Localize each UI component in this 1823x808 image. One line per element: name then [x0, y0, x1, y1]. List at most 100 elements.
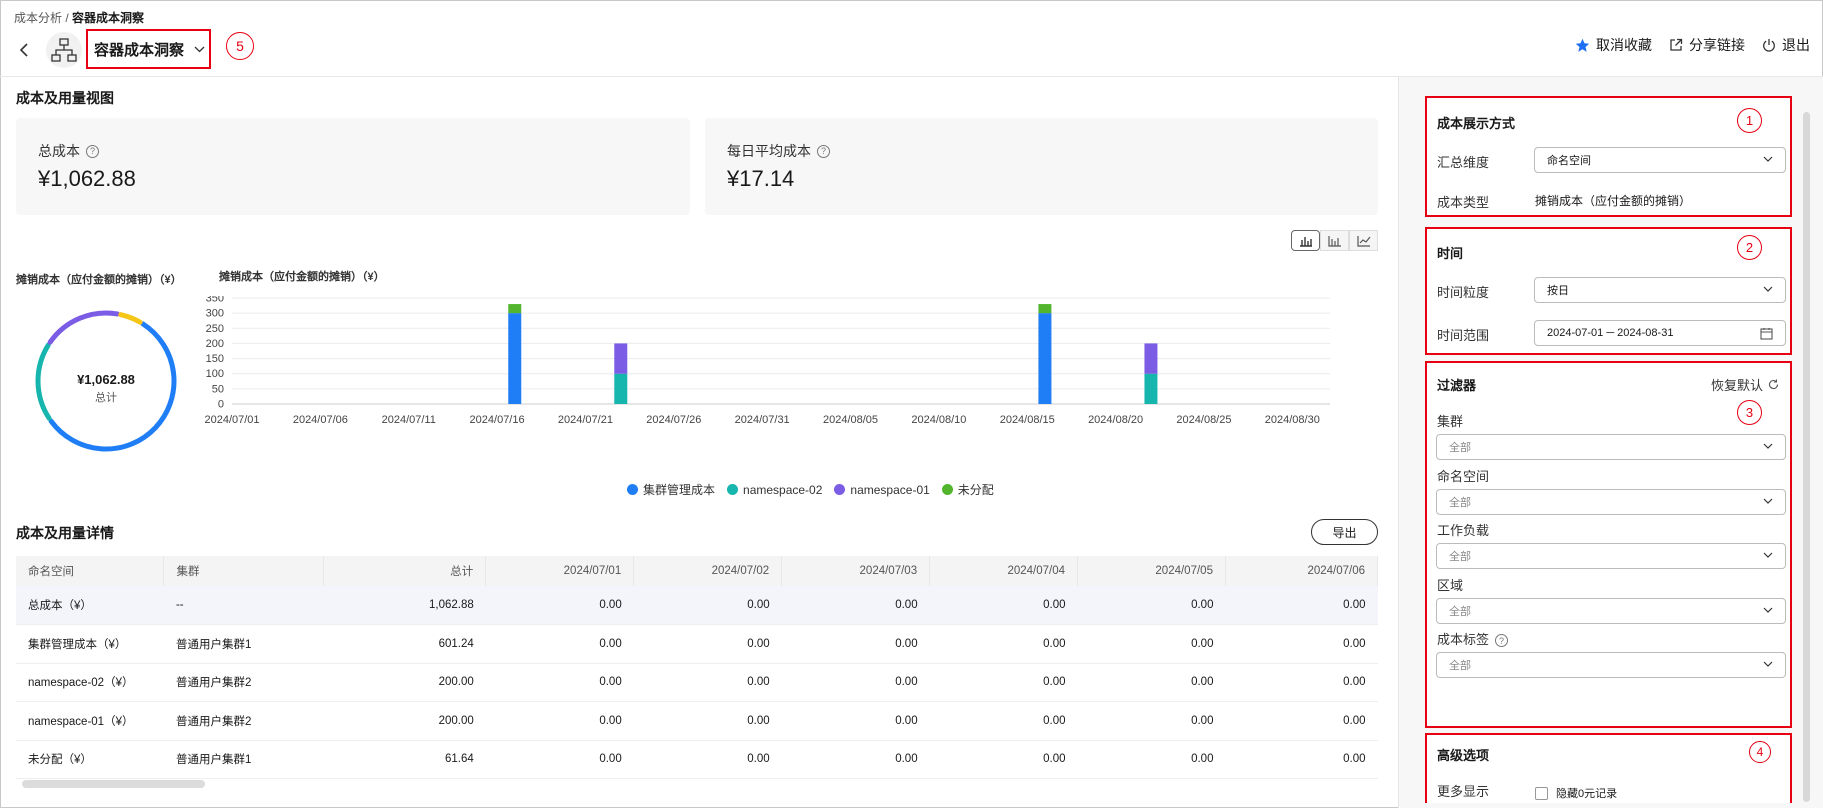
- donut-slice[interactable]: [118, 312, 143, 325]
- share-icon: [1670, 38, 1683, 51]
- chevron-down-icon: [194, 46, 205, 52]
- advanced-options-title: 高级选项: [1437, 748, 1490, 763]
- bar-segment[interactable]: [508, 304, 522, 314]
- filter-select[interactable]: 全部: [1436, 488, 1786, 515]
- legend-item-namespace-02[interactable]: namespace-02: [727, 481, 822, 498]
- annotation-badge-4: 4: [1749, 741, 1771, 763]
- x-tick-label: 2024/08/15: [1000, 414, 1055, 426]
- stacked-bar-chart-toggle[interactable]: [1291, 230, 1320, 251]
- legend-item-unallocated[interactable]: 未分配: [941, 481, 994, 498]
- filter-panel: 过滤器 恢复默认 3 集群 全部 命名空间 全部 工作负载 全部 区域 全部 成本标签? 全部: [1425, 361, 1792, 728]
- pane-divider: [1398, 77, 1399, 808]
- annotation-badge-2: 2: [1737, 235, 1762, 260]
- table-row[interactable]: namespace-01（¥） 普通用户集群2 200.00 0.00 0.00 0.00…: [16, 701, 1378, 741]
- header-divider: [0, 76, 1823, 77]
- chevron-down-icon: [1763, 156, 1773, 162]
- column-header: 2024/07/04: [929, 556, 1079, 586]
- breadcrumb: 成本分析 / 容器成本洞察: [14, 11, 145, 25]
- x-tick-label: 2024/08/30: [1265, 414, 1320, 426]
- reset-default-button[interactable]: 恢复默认: [1711, 375, 1779, 394]
- filter-select[interactable]: 全部: [1436, 652, 1786, 678]
- legend-item-namespace-01[interactable]: namespace-01: [834, 481, 930, 498]
- line-chart-toggle[interactable]: [1349, 230, 1378, 251]
- share-link-button[interactable]: 分享链接: [1669, 35, 1745, 55]
- table-row[interactable]: 集群管理成本（¥） 普通用户集群1 601.24 0.00 0.00 0.00 0.00 0.…: [16, 624, 1378, 664]
- help-icon[interactable]: ?: [817, 144, 830, 158]
- help-icon[interactable]: ?: [86, 144, 99, 158]
- column-header: 集群: [163, 556, 325, 586]
- bar-chart-title: 摊销成本（应付金额的摊销）（¥）: [219, 271, 385, 283]
- x-tick-label: 2024/07/21: [558, 414, 613, 426]
- settings-scrollbar[interactable]: [1803, 112, 1810, 802]
- y-tick-label: 350: [206, 296, 224, 305]
- bar-segment[interactable]: [614, 343, 628, 374]
- table-cell: 601.24: [323, 624, 486, 664]
- bar-segment[interactable]: [1038, 313, 1052, 404]
- donut-slice[interactable]: [35, 342, 52, 421]
- bar-segment[interactable]: [614, 373, 628, 404]
- time-range-picker[interactable]: 2024-07-01 ─ 2024-08-31: [1534, 320, 1786, 346]
- y-tick-label: 200: [206, 338, 224, 350]
- annotation-badge-1: 1: [1737, 108, 1762, 133]
- back-arrow-icon[interactable]: [18, 42, 30, 58]
- table-header-row: 命名空间 集群 总计 2024/07/01 2024/07/02 2024/07/03 20…: [16, 556, 1379, 586]
- x-tick-label: 2024/07/26: [646, 414, 701, 426]
- table-cell: 0.00: [1225, 624, 1378, 664]
- donut-slice[interactable]: [47, 310, 120, 345]
- time-panel: 时间 2 时间粒度 按日 时间范围 2024-07-01 ─ 2024-08-3…: [1425, 227, 1792, 355]
- chevron-down-icon: [1763, 498, 1773, 504]
- donut-slice[interactable]: [48, 321, 177, 452]
- filter-title: 过滤器: [1437, 378, 1477, 393]
- y-tick-label: 250: [206, 323, 224, 335]
- filter-select[interactable]: 全部: [1436, 543, 1786, 569]
- breadcrumb-parent[interactable]: 成本分析: [14, 11, 63, 25]
- table-row[interactable]: 总成本（¥） -- 1,062.88 0.00 0.00 0.00 0.00 0.00 0.00: [16, 586, 1378, 625]
- filter-select[interactable]: 全部: [1436, 434, 1786, 460]
- bar-segment[interactable]: [1038, 304, 1052, 314]
- total-cost-card: 总成本? ¥1,062.88: [16, 118, 690, 215]
- x-tick-label: 2024/07/16: [470, 414, 525, 426]
- annotation-badge-5: 5: [226, 32, 254, 60]
- x-tick-label: 2024/08/05: [823, 414, 878, 426]
- table-cell: 普通用户集群1: [163, 624, 324, 664]
- logout-button[interactable]: 退出: [1762, 35, 1810, 55]
- table-cell: 0.00: [1077, 663, 1226, 702]
- table-cell: 0.00: [633, 586, 782, 625]
- detail-table: 命名空间 集群 总计 2024/07/01 2024/07/02 2024/07/03 20…: [16, 556, 1379, 779]
- total-cost-label: 总成本: [38, 143, 80, 159]
- table-row[interactable]: namespace-02（¥） 普通用户集群2 200.00 0.00 0.00 0.00…: [16, 663, 1378, 702]
- table-cell: 0.00: [1225, 663, 1378, 702]
- column-header: 总计: [323, 556, 487, 586]
- summary-dimension-label: 汇总维度: [1437, 155, 1490, 170]
- filter-label: 集群: [1437, 414, 1464, 429]
- table-cell: 普通用户集群2: [163, 663, 324, 702]
- favorite-button[interactable]: 取消收藏: [1575, 35, 1652, 55]
- bar-segment[interactable]: [508, 313, 522, 404]
- export-button[interactable]: 导出: [1311, 519, 1378, 545]
- table-cell: 0.00: [1225, 586, 1378, 625]
- chevron-down-icon: [1763, 552, 1773, 558]
- legend-swatch: [834, 484, 846, 495]
- time-granularity-select[interactable]: 按日: [1534, 277, 1786, 303]
- table-cell: namespace-02（¥）: [16, 663, 164, 702]
- star-icon: [1575, 38, 1590, 52]
- legend-item-cluster-mgmt[interactable]: 集群管理成本: [627, 481, 715, 498]
- bar-chart-toggle[interactable]: [1320, 230, 1349, 251]
- advanced-options-panel: 高级选项 4 更多显示 隐藏0元记录: [1425, 733, 1792, 803]
- help-icon[interactable]: ?: [1495, 634, 1509, 648]
- table-row[interactable]: 未分配（¥） 普通用户集群1 61.64 0.00 0.00 0.00 0.00 0.00 0.…: [16, 740, 1378, 779]
- filter-label: 工作负载: [1437, 523, 1490, 538]
- hide-zero-checkbox[interactable]: [1535, 786, 1548, 800]
- horizontal-scrollbar[interactable]: [22, 780, 205, 788]
- page-title-dropdown[interactable]: 容器成本洞察: [86, 29, 211, 69]
- daily-avg-cost-label: 每日平均成本: [727, 143, 811, 159]
- donut-title: 摊销成本（应付金额的摊销）（¥）: [16, 274, 182, 286]
- table-cell: 0.00: [929, 740, 1078, 779]
- breadcrumb-current: 容器成本洞察: [72, 11, 145, 25]
- annotation-badge-3: 3: [1737, 400, 1762, 425]
- table-cell: 0.00: [485, 624, 634, 664]
- filter-select[interactable]: 全部: [1436, 597, 1786, 624]
- summary-dimension-select[interactable]: 命名空间: [1534, 147, 1786, 173]
- bar-segment[interactable]: [1144, 343, 1158, 374]
- bar-segment[interactable]: [1144, 373, 1158, 404]
